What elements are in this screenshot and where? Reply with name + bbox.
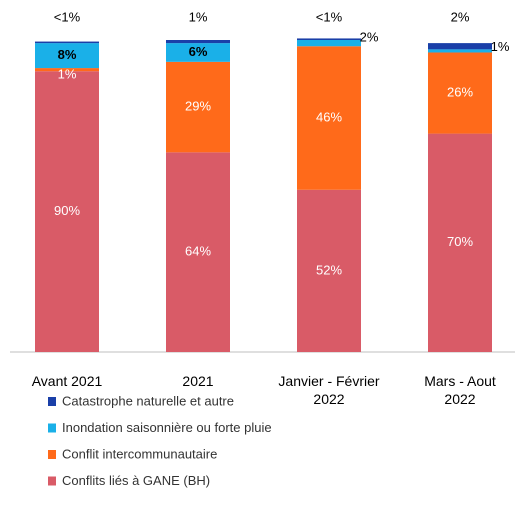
data-label: 2% [451,9,470,24]
bar-segment [297,189,361,352]
bar-segment [166,40,230,44]
data-label: 29% [185,99,211,114]
data-label: 26% [447,84,473,99]
x-tick-label: Janvier - Février 2022 [278,373,380,407]
bar-segment [166,61,230,153]
data-label: 46% [316,109,342,124]
data-label: 1% [189,9,208,24]
x-tick-label: Mars - Aout 2022 [424,373,496,407]
legend-label: Inondation saisonnière ou forte pluie [62,420,272,435]
bar-segment [297,46,361,190]
bar-segment [428,49,492,53]
bar-segment [297,38,361,40]
bar-segment [35,41,99,44]
data-label: 1% [58,67,77,82]
data-label: 1% [491,39,510,54]
data-label: <1% [316,9,343,24]
legend-label: Catastrophe naturelle et autre [62,393,234,408]
bar-segment [428,133,492,352]
legend-label: Conflits liés à GANE (BH) [62,473,210,488]
bar-segment [166,152,230,352]
data-label: 2% [360,29,379,44]
bar-segment [166,43,230,62]
data-label: 64% [185,244,211,259]
data-label: 6% [189,44,208,59]
data-label: 52% [316,262,342,277]
bar-segment [428,43,492,50]
data-label: 90% [54,203,80,218]
bar-segment [428,52,492,134]
data-label: 70% [447,234,473,249]
data-label: <1% [54,9,81,24]
bar-segment [35,43,99,69]
legend-marker [48,450,56,459]
bar-segment [297,40,361,47]
x-tick-label: Avant 2021 [31,373,103,389]
legend-marker [48,476,56,486]
legend-marker [48,397,56,406]
x-tick-label: 2021 [182,373,214,389]
data-label: 8% [58,47,77,62]
legend-label: Conflit intercommunautaire [62,446,217,461]
legend-marker [48,423,56,433]
bar-segment [35,71,99,352]
bar-segment [35,68,99,72]
